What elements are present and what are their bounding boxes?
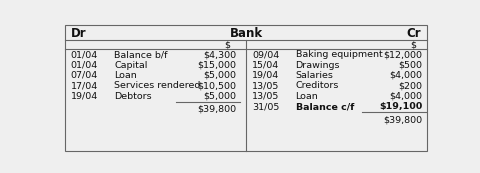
Text: $39,800: $39,800 (198, 105, 237, 114)
Text: $: $ (410, 40, 417, 49)
Text: $200: $200 (399, 81, 423, 90)
Text: 19/04: 19/04 (71, 92, 98, 101)
Text: 13/05: 13/05 (252, 92, 279, 101)
Text: Debtors: Debtors (114, 92, 152, 101)
Text: $4,000: $4,000 (390, 92, 423, 101)
Text: 31/05: 31/05 (252, 102, 279, 111)
Text: 13/05: 13/05 (252, 81, 279, 90)
Text: Bank: Bank (229, 27, 263, 40)
Text: Cr: Cr (407, 27, 421, 40)
Text: $10,500: $10,500 (198, 81, 237, 90)
Text: 15/04: 15/04 (252, 61, 279, 70)
Text: $39,800: $39,800 (384, 115, 423, 124)
Text: Loan: Loan (296, 92, 318, 101)
Text: Capital: Capital (114, 61, 148, 70)
Text: $: $ (225, 40, 230, 49)
Text: Baking equipment: Baking equipment (296, 50, 383, 59)
Text: $15,000: $15,000 (198, 61, 237, 70)
Text: 19/04: 19/04 (252, 71, 279, 80)
Text: $4,000: $4,000 (390, 71, 423, 80)
Text: Balance b/f: Balance b/f (114, 50, 168, 59)
Text: Creditors: Creditors (296, 81, 339, 90)
Text: $500: $500 (399, 61, 423, 70)
Text: 09/04: 09/04 (252, 50, 279, 59)
Text: Balance c/f: Balance c/f (296, 102, 354, 111)
Text: $4,300: $4,300 (204, 50, 237, 59)
Text: Dr: Dr (71, 27, 86, 40)
Text: Services rendered: Services rendered (114, 81, 201, 90)
Text: 07/04: 07/04 (71, 71, 98, 80)
Text: Loan: Loan (114, 71, 137, 80)
Text: Salaries: Salaries (296, 71, 334, 80)
Text: $5,000: $5,000 (204, 92, 237, 101)
Text: 17/04: 17/04 (71, 81, 98, 90)
Text: 01/04: 01/04 (71, 61, 98, 70)
Text: $5,000: $5,000 (204, 71, 237, 80)
Text: Drawings: Drawings (296, 61, 340, 70)
Text: $19,100: $19,100 (380, 102, 423, 111)
Text: 01/04: 01/04 (71, 50, 98, 59)
Text: $12,000: $12,000 (384, 50, 423, 59)
